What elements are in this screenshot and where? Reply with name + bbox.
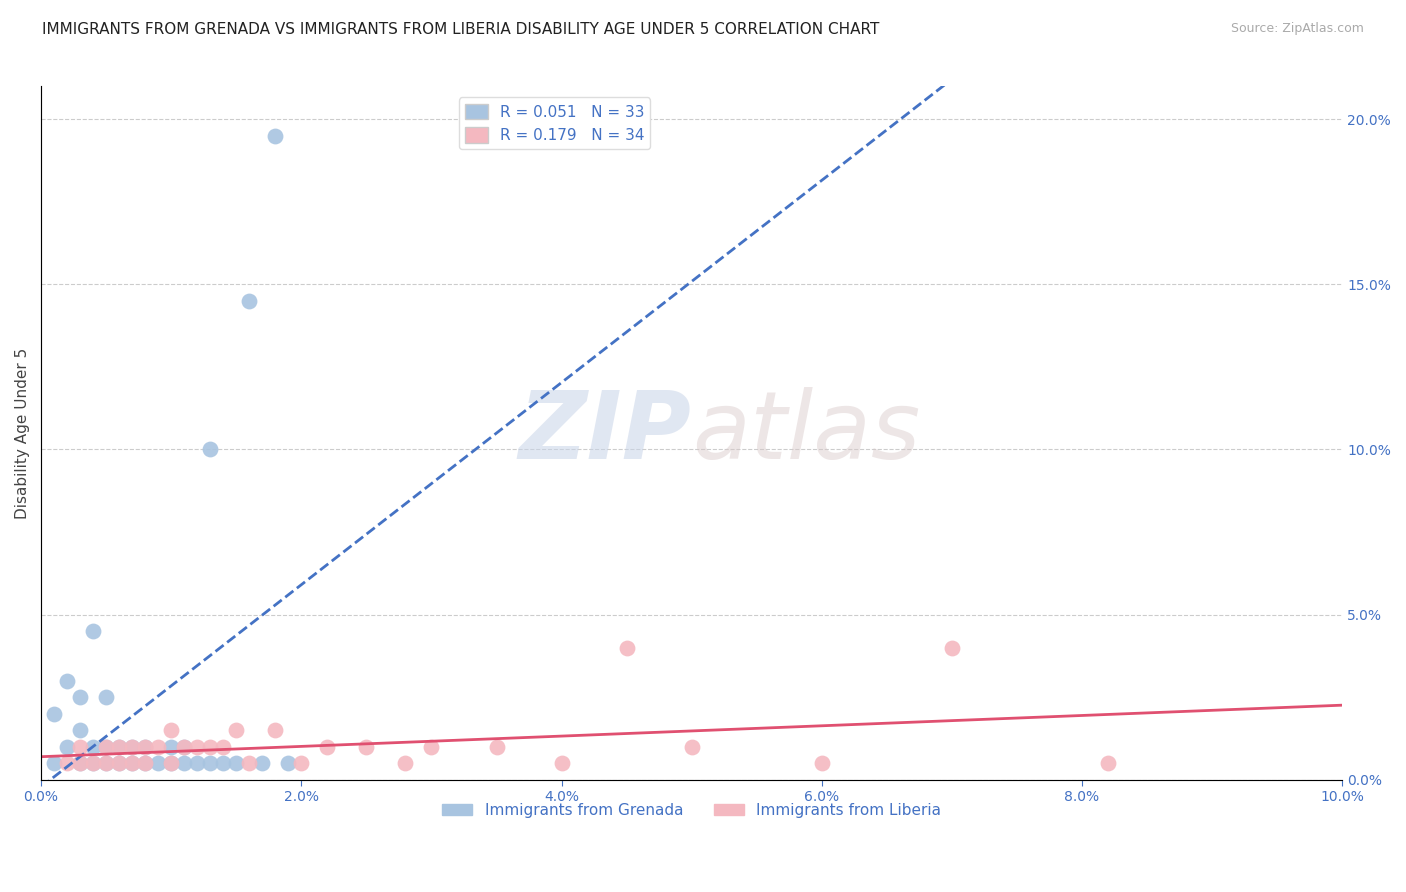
Point — [69, 756, 91, 770]
Point — [82, 624, 104, 638]
Point — [96, 690, 118, 704]
Legend: Immigrants from Grenada, Immigrants from Liberia: Immigrants from Grenada, Immigrants from… — [436, 797, 948, 824]
Point — [316, 739, 339, 754]
Text: ZIP: ZIP — [519, 387, 692, 479]
Point — [277, 756, 299, 770]
Point — [134, 756, 156, 770]
Point — [96, 739, 118, 754]
Point — [290, 756, 312, 770]
Point — [186, 756, 208, 770]
Point — [56, 756, 79, 770]
Point — [108, 756, 131, 770]
Point — [238, 756, 260, 770]
Point — [1097, 756, 1119, 770]
Point — [356, 739, 378, 754]
Point — [148, 739, 170, 754]
Point — [186, 739, 208, 754]
Point — [134, 756, 156, 770]
Point — [82, 756, 104, 770]
Point — [225, 756, 247, 770]
Point — [941, 640, 963, 655]
Text: atlas: atlas — [692, 387, 920, 478]
Point — [69, 756, 91, 770]
Point — [173, 739, 195, 754]
Text: IMMIGRANTS FROM GRENADA VS IMMIGRANTS FROM LIBERIA DISABILITY AGE UNDER 5 CORREL: IMMIGRANTS FROM GRENADA VS IMMIGRANTS FR… — [42, 22, 880, 37]
Point — [108, 756, 131, 770]
Point — [134, 739, 156, 754]
Point — [121, 756, 143, 770]
Point — [121, 739, 143, 754]
Point — [173, 756, 195, 770]
Point — [56, 673, 79, 688]
Point — [160, 739, 183, 754]
Point — [96, 756, 118, 770]
Point — [160, 756, 183, 770]
Point — [121, 756, 143, 770]
Point — [108, 739, 131, 754]
Point — [69, 739, 91, 754]
Point — [69, 690, 91, 704]
Point — [485, 739, 508, 754]
Point — [225, 723, 247, 737]
Point — [96, 739, 118, 754]
Point — [200, 756, 222, 770]
Point — [82, 756, 104, 770]
Point — [394, 756, 416, 770]
Point — [42, 706, 65, 721]
Point — [42, 756, 65, 770]
Point — [550, 756, 572, 770]
Point — [264, 128, 287, 143]
Point — [810, 756, 832, 770]
Point — [238, 293, 260, 308]
Y-axis label: Disability Age Under 5: Disability Age Under 5 — [15, 347, 30, 518]
Point — [148, 756, 170, 770]
Text: Source: ZipAtlas.com: Source: ZipAtlas.com — [1230, 22, 1364, 36]
Point — [212, 756, 235, 770]
Point — [173, 739, 195, 754]
Point — [616, 640, 638, 655]
Point — [82, 739, 104, 754]
Point — [212, 739, 235, 754]
Point — [160, 723, 183, 737]
Point — [69, 723, 91, 737]
Point — [252, 756, 274, 770]
Point — [96, 756, 118, 770]
Point — [134, 739, 156, 754]
Point — [420, 739, 443, 754]
Point — [200, 739, 222, 754]
Point — [681, 739, 703, 754]
Point — [121, 739, 143, 754]
Point — [200, 442, 222, 457]
Point — [56, 739, 79, 754]
Point — [160, 756, 183, 770]
Point — [264, 723, 287, 737]
Point — [108, 739, 131, 754]
